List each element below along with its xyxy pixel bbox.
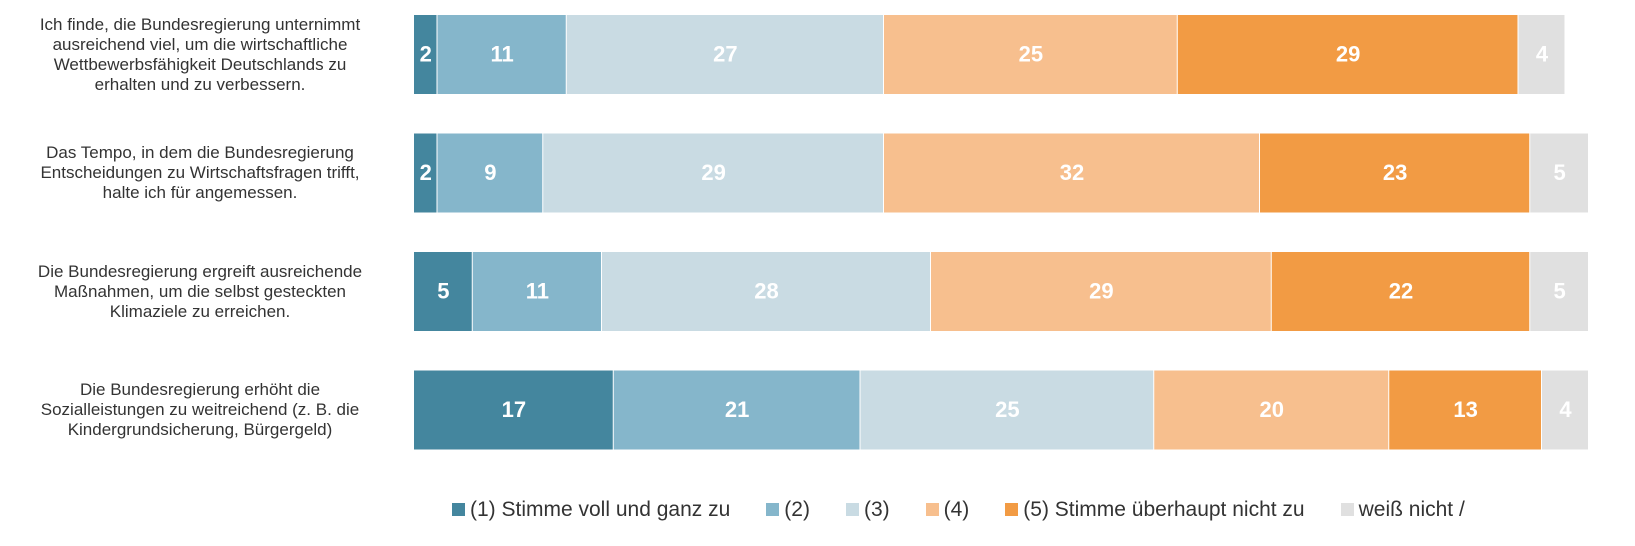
legend-swatch [845, 503, 859, 516]
bar-segment [414, 370, 613, 450]
legend-label: (2) [784, 498, 810, 521]
value-label: 17 [502, 397, 526, 422]
bar-segment [1530, 133, 1588, 213]
legend-item: (4) [925, 498, 970, 522]
value-label: 20 [1260, 397, 1284, 422]
bar-segment [472, 252, 601, 331]
legend-item: (1) Stimme voll und ganz zu [452, 498, 730, 522]
legend-swatch [925, 503, 939, 516]
legend-label: weiß nicht / [1358, 498, 1465, 521]
bar-segment [437, 133, 543, 213]
bar-segment [884, 133, 1259, 213]
legend-item: (2) [766, 498, 810, 522]
value-label: 5 [437, 278, 449, 303]
value-label: 32 [1060, 160, 1084, 185]
legend-label: (1) Stimme voll und ganz zu [470, 498, 731, 521]
value-label: 11 [490, 41, 513, 66]
category-label: Die Bundesregierung erhöht die Soziallei… [40, 380, 360, 439]
bar-segment [1260, 133, 1530, 213]
bar-segment [437, 15, 566, 94]
value-label: 29 [1089, 278, 1113, 303]
bar-segment [414, 252, 472, 331]
bar-segment [414, 15, 437, 94]
bar-segment [860, 370, 1154, 450]
legend-item: (5) Stimme überhaupt nicht zu [1005, 498, 1305, 522]
legend-item: weiß nicht / [1340, 498, 1465, 522]
bar-segment [931, 252, 1271, 331]
value-label: 2 [420, 160, 432, 185]
value-label: 9 [484, 160, 496, 185]
value-label: 21 [725, 397, 749, 422]
value-label: 29 [701, 160, 725, 185]
value-label: 2 [420, 41, 432, 66]
value-label: 4 [1559, 397, 1572, 422]
value-label: 5 [1554, 160, 1566, 185]
legend: (1) Stimme voll und ganz zu (2) (3) (4) (5) … [452, 498, 1465, 522]
value-label: 4 [1536, 41, 1549, 66]
legend-swatch [1005, 503, 1019, 516]
legend-swatch [452, 503, 465, 516]
category-label: Ich finde, die Bundesregierung unternimm… [39, 14, 361, 94]
category-label: Das Tempo, in dem die Bundesregierung En… [40, 143, 360, 202]
legend-swatch [1340, 503, 1354, 516]
legend-item: (3) [845, 498, 890, 522]
legend-label: (5) Stimme überhaupt nicht zu [1023, 498, 1305, 521]
bar-segment [1177, 15, 1518, 94]
value-label: 5 [1554, 278, 1566, 303]
bar-segment [1154, 370, 1389, 450]
bar-segment [1518, 15, 1565, 94]
value-label: 27 [713, 41, 737, 66]
bar-segment [1389, 370, 1541, 450]
value-label: 13 [1453, 397, 1477, 422]
value-label: 25 [1019, 41, 1043, 66]
bar-segment [1542, 370, 1588, 450]
bar-segment [602, 252, 930, 331]
legend-label: (3) [863, 498, 890, 521]
bar-segment [884, 15, 1177, 94]
category-label: Die Bundesregierung ergreift ausreichend… [37, 261, 363, 321]
bar-segment [566, 15, 883, 94]
bar-segment [543, 133, 883, 213]
value-label: 28 [754, 278, 778, 303]
legend-label: (4) [943, 498, 970, 521]
bar-segment [613, 370, 860, 450]
value-label: 23 [1383, 160, 1407, 185]
value-label: 29 [1336, 41, 1360, 66]
value-label: 25 [995, 397, 1019, 422]
legend-swatch [766, 503, 780, 516]
bar-segment [1530, 252, 1588, 331]
value-label: 11 [526, 278, 549, 303]
bar-segment [1271, 252, 1530, 331]
bar-segment [414, 133, 437, 213]
value-label: 22 [1389, 278, 1413, 303]
